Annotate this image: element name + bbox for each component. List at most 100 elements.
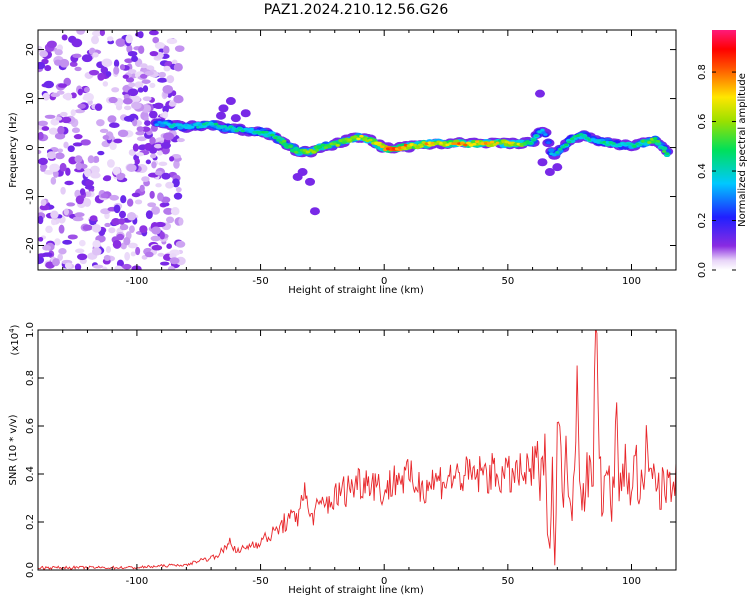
noise-speckle — [173, 192, 183, 200]
noise-speckle — [97, 150, 105, 156]
noise-speckle — [170, 207, 180, 216]
spectral-blob — [537, 158, 548, 167]
noise-speckle — [102, 135, 110, 140]
snr-line — [38, 330, 676, 570]
noise-speckle — [44, 114, 56, 119]
noise-speckle — [41, 126, 50, 131]
noise-speckle — [137, 31, 144, 39]
snr-frame — [37, 329, 677, 571]
noise-speckle — [50, 92, 60, 98]
ridge-cell — [276, 138, 281, 142]
noise-speckle — [137, 87, 144, 93]
snr-ylabel: SNR (10 * v/v) — [8, 414, 19, 485]
noise-speckle — [141, 176, 150, 183]
noise-speckle — [150, 235, 161, 242]
ridge-cell — [433, 142, 438, 145]
ridge-cell — [178, 123, 183, 127]
snr-panel: -100 -50 0 50 100 0.0 0.2 0.4 0.6 0.8 1.0 Height o… — [8, 322, 677, 596]
noise-speckle — [159, 231, 165, 240]
noise-speckle — [42, 252, 53, 257]
noise-speckle — [178, 217, 184, 226]
noise-speckle — [46, 40, 57, 49]
noise-speckle — [106, 159, 115, 168]
noise-speckle — [113, 138, 123, 144]
noise-speckle — [57, 125, 65, 135]
noise-speckle — [135, 152, 144, 157]
noise-speckle — [72, 53, 82, 58]
ridge-cell — [353, 135, 358, 139]
noise-speckle — [136, 126, 144, 132]
noise-speckle — [138, 45, 145, 54]
ridge-cell — [335, 144, 340, 147]
ridge-cell — [528, 142, 533, 145]
noise-speckle — [134, 158, 140, 165]
noise-speckle — [77, 88, 83, 96]
noise-speckle — [51, 219, 57, 226]
noise-speckle — [168, 101, 177, 107]
noise-speckle — [163, 65, 171, 72]
noise-speckle — [55, 116, 63, 121]
ridge-cell — [552, 153, 557, 157]
spectral-blob — [297, 168, 308, 177]
noise-speckle — [74, 263, 82, 270]
noise-speckle — [39, 204, 50, 211]
ridge-cell — [555, 151, 560, 154]
noise-speckle — [175, 240, 186, 248]
noise-speckle — [142, 85, 149, 93]
snr-marks — [38, 330, 676, 570]
snr-xlabel: Height of straight line (km) — [288, 585, 424, 596]
spectral-blob — [309, 207, 320, 216]
ridge-cell — [474, 140, 480, 144]
noise-speckle — [113, 204, 121, 214]
ridge-cell — [288, 145, 293, 149]
y-tick-label: 0.0 — [25, 562, 36, 578]
y-tick-label: 0.4 — [25, 466, 36, 482]
noise-speckle — [126, 211, 137, 221]
noise-speckle — [144, 70, 154, 76]
spectrogram-frame — [37, 29, 677, 271]
noise-speckle — [92, 239, 101, 249]
noise-speckle — [128, 82, 136, 88]
noise-speckle — [70, 109, 76, 117]
noise-speckle — [125, 77, 135, 83]
noise-speckle — [150, 153, 157, 159]
ridge-cell — [537, 130, 542, 134]
noise-speckle — [175, 186, 182, 193]
noise-speckle — [50, 210, 59, 219]
noise-speckle — [46, 151, 57, 160]
noise-speckle — [84, 168, 91, 178]
noise-speckle — [132, 143, 139, 152]
noise-speckle — [131, 101, 142, 110]
noise-speckle — [71, 38, 83, 48]
chart-title: PAZ1.2024.210.12.56.G26 — [264, 2, 449, 18]
ridge-cell — [359, 134, 364, 138]
ridge-cell — [190, 125, 195, 129]
noise-speckle — [151, 226, 161, 235]
noise-speckle — [166, 243, 172, 250]
ridge-cell — [543, 133, 548, 136]
noise-speckle — [100, 66, 109, 74]
noise-speckle — [109, 194, 120, 201]
noise-speckle — [75, 195, 85, 205]
noise-speckle — [176, 138, 185, 143]
noise-speckle — [117, 129, 129, 138]
noise-speckle — [149, 136, 156, 145]
noise-speckle — [152, 36, 160, 44]
noise-speckle — [102, 81, 109, 87]
ridge-cell — [356, 137, 361, 141]
noise-speckle — [157, 192, 164, 202]
ridge-cell — [347, 138, 352, 142]
noise-speckle — [71, 127, 80, 134]
ridge-cell — [596, 139, 602, 142]
snr-scale-label: (x104) — [8, 324, 21, 355]
noise-speckle — [42, 92, 50, 101]
ridge-cell — [166, 123, 171, 126]
noise-speckle — [63, 208, 70, 216]
noise-speckle — [74, 155, 83, 163]
noise-speckle — [149, 82, 156, 88]
noise-speckle — [123, 115, 135, 122]
noise-speckle — [39, 50, 49, 58]
ridge-cell — [655, 140, 661, 143]
noise-speckle — [156, 150, 163, 156]
